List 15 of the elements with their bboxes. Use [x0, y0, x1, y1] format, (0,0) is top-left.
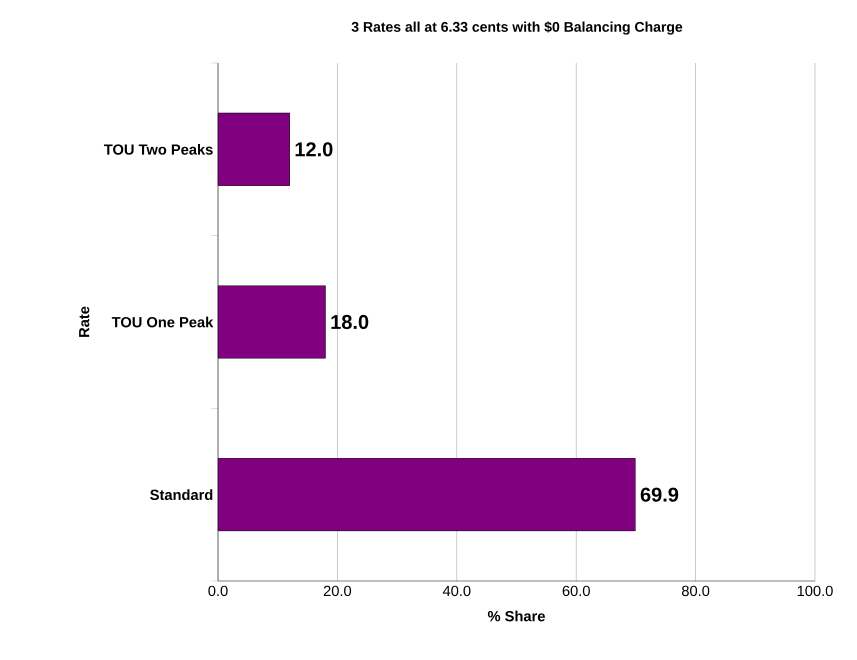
x-tick-label: 100.0: [798, 586, 833, 596]
y-tick-label: TOU Two Peaks: [104, 144, 213, 155]
x-tick-label: 60.0: [562, 586, 590, 596]
x-tick-label: 40.0: [442, 586, 470, 596]
y-axis-title: Rate: [79, 306, 90, 337]
data-label: 18.0: [331, 314, 368, 330]
x-tick-label: 80.0: [682, 586, 710, 596]
x-axis-title: % Share: [488, 610, 545, 622]
x-tick-label: 20.0: [324, 586, 352, 596]
data-label: 12.0: [296, 142, 332, 156]
y-tick-label: TOU One Peak: [112, 316, 214, 328]
chart-title: 3 Rates all at 6.33 cents with $0 Balancing Charge: [352, 21, 682, 35]
data-label: 69.9: [640, 488, 678, 502]
x-tick-label: 0.0: [208, 586, 228, 596]
y-tick-label: Standard: [150, 489, 212, 500]
